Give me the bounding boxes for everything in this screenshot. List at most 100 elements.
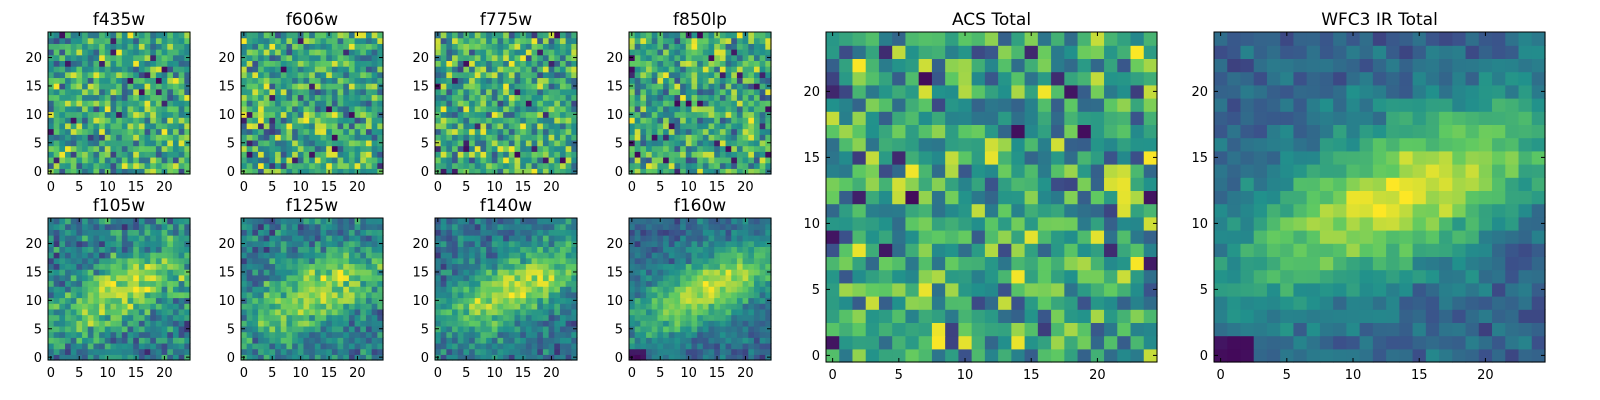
heatmap-cell: [565, 37, 572, 44]
heatmap-cell: [258, 168, 265, 175]
heatmap-cell: [93, 54, 100, 61]
heatmap-cell: [172, 337, 180, 344]
heatmap-cell: [748, 71, 755, 79]
heatmap-cell: [138, 60, 146, 67]
heatmap-cell: [748, 134, 755, 141]
heatmap-cell: [275, 83, 282, 90]
heatmap-cell: [651, 32, 658, 39]
heatmap-cell: [303, 83, 310, 90]
heatmap-cell: [520, 297, 527, 304]
heatmap-cell: [702, 162, 710, 169]
heatmap-cell: [161, 37, 168, 44]
heatmap-cell: [503, 263, 510, 270]
heatmap-cell: [99, 105, 106, 113]
heatmap-cell: [365, 246, 373, 253]
heatmap-cell: [663, 348, 670, 355]
heatmap-cell: [474, 43, 482, 50]
heatmap-cell: [765, 308, 772, 316]
heatmap-cell: [82, 308, 89, 316]
heatmap-cell: [525, 168, 533, 175]
heatmap-cell: [280, 71, 288, 79]
heatmap-cell: [82, 325, 89, 333]
heatmap-cell: [708, 274, 715, 282]
heatmap-cell: [668, 320, 676, 327]
heatmap-cell: [480, 218, 487, 225]
heatmap-cell: [360, 218, 367, 225]
heatmap-cell: [480, 269, 487, 276]
heatmap-cell: [48, 145, 55, 152]
heatmap-cell: [702, 128, 710, 135]
heatmap-cell: [702, 156, 710, 164]
heatmap-cell: [457, 291, 464, 299]
heatmap-cell: [559, 331, 567, 338]
x-tick-label: 15: [321, 366, 338, 381]
heatmap-cell: [668, 94, 676, 101]
heatmap-cell: [520, 252, 527, 259]
heatmap-cell: [697, 43, 704, 50]
heatmap-cell: [640, 325, 647, 333]
heatmap-cell: [144, 325, 151, 333]
heatmap-cell: [93, 274, 100, 282]
heatmap-cell: [184, 314, 191, 321]
heatmap-cell: [634, 286, 641, 293]
heatmap-cell: [765, 348, 772, 355]
heatmap-cell: [435, 128, 442, 135]
heatmap-cell: [480, 240, 487, 247]
heatmap-cell: [531, 139, 538, 147]
heatmap-cell: [309, 83, 316, 90]
heatmap-cell: [104, 83, 112, 90]
heatmap-cell: [360, 151, 367, 158]
heatmap-cell: [275, 252, 282, 259]
heatmap-cell: [685, 94, 693, 101]
heatmap-cell: [280, 151, 288, 158]
heatmap-cell: [48, 263, 55, 270]
x-tick-label: 0: [47, 366, 55, 381]
heatmap-cell: [104, 291, 112, 299]
heatmap-cell: [337, 235, 344, 242]
heatmap-cell: [554, 263, 561, 270]
heatmap-cell: [759, 60, 766, 67]
heatmap-cell: [520, 269, 527, 276]
heatmap-cell: [133, 240, 140, 247]
heatmap-cell: [565, 168, 572, 175]
heatmap-cell: [691, 43, 698, 50]
heatmap-cell: [646, 325, 653, 333]
heatmap-cell: [150, 280, 157, 287]
heatmap-cell: [99, 49, 106, 56]
heatmap-cell: [297, 308, 305, 316]
heatmap-cell: [759, 66, 766, 73]
heatmap-cell: [76, 269, 83, 276]
heatmap-cell: [457, 263, 464, 270]
heatmap-cell: [133, 60, 140, 67]
heatmap-cell: [258, 325, 265, 333]
heatmap-cell: [651, 280, 658, 287]
heatmap-cell: [309, 337, 316, 344]
heatmap-cell: [138, 320, 146, 327]
heatmap-cell: [133, 37, 140, 44]
heatmap-cell: [651, 37, 658, 44]
heatmap-cell: [110, 235, 117, 242]
heatmap-cell: [167, 342, 174, 350]
heatmap-cell: [314, 235, 322, 242]
heatmap-cell: [286, 168, 293, 175]
heatmap-cell: [76, 117, 83, 124]
heatmap-cell: [70, 105, 77, 113]
heatmap-cell: [469, 151, 476, 158]
heatmap-cell: [269, 49, 276, 56]
heatmap-cell: [565, 94, 572, 101]
heatmap-cell: [634, 145, 641, 152]
heatmap-cell: [297, 280, 305, 287]
y-tick-label: 15: [412, 80, 429, 95]
heatmap-cell: [241, 280, 248, 287]
heatmap-cell: [685, 325, 693, 333]
heatmap-cell: [457, 54, 464, 61]
heatmap-cell: [525, 354, 533, 361]
heatmap-cell: [348, 348, 356, 355]
heatmap-cell: [559, 151, 567, 158]
heatmap-cell: [309, 342, 316, 350]
heatmap-cell: [474, 223, 482, 230]
heatmap-cell: [748, 342, 755, 350]
heatmap-cell: [508, 66, 516, 73]
heatmap-cell: [127, 128, 134, 135]
heatmap-cell: [155, 314, 163, 321]
